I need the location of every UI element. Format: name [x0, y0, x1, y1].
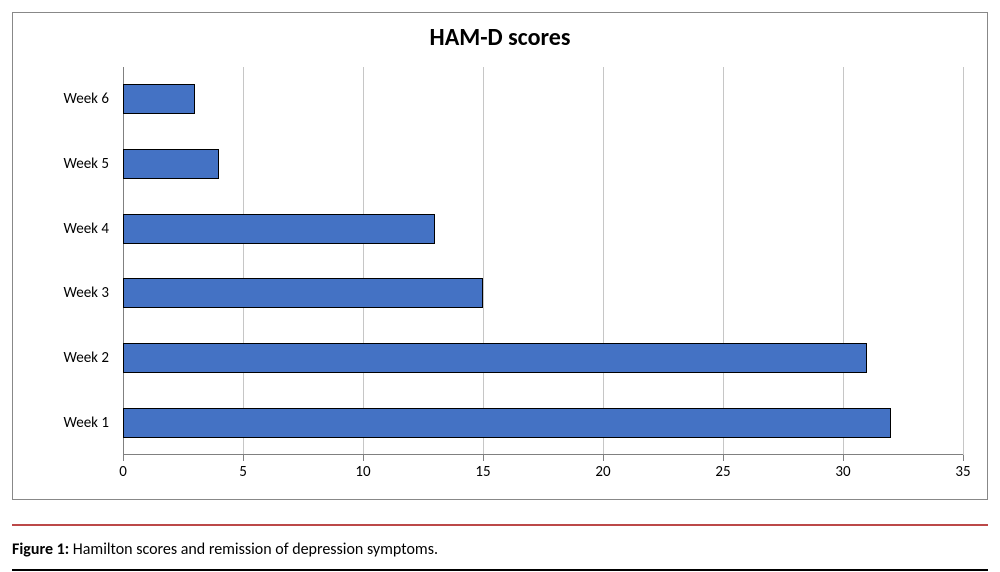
grid-line: [843, 67, 844, 455]
bar: [123, 149, 219, 179]
x-tick-label: 25: [715, 463, 730, 481]
grid-line: [963, 67, 964, 455]
caption-rule-bottom: [12, 569, 988, 571]
bar: [123, 214, 435, 244]
x-tick: [363, 455, 364, 461]
figure-caption-block: Figure 1: Hamilton scores and remission …: [12, 524, 988, 571]
y-category-label: Week 5: [63, 155, 109, 173]
x-tick-label: 5: [239, 463, 247, 481]
x-tick: [723, 455, 724, 461]
plot-area: 05101520253035Week 6Week 5Week 4Week 3We…: [123, 67, 963, 455]
grid-line: [243, 67, 244, 455]
figure-caption: Figure 1: Hamilton scores and remission …: [12, 540, 988, 559]
grid-line: [483, 67, 484, 455]
x-axis-line: [123, 454, 963, 455]
y-category-label: Week 4: [63, 220, 109, 238]
x-tick: [243, 455, 244, 461]
x-tick-label: 35: [955, 463, 970, 481]
bar: [123, 343, 867, 373]
x-tick-label: 15: [475, 463, 490, 481]
x-tick-label: 0: [119, 463, 127, 481]
y-category-label: Week 3: [63, 284, 109, 302]
y-category-label: Week 6: [63, 90, 109, 108]
y-category-label: Week 1: [63, 414, 109, 432]
figure-caption-text: Hamilton scores and remission of depress…: [69, 540, 438, 559]
bar: [123, 278, 483, 308]
bar: [123, 84, 195, 114]
y-axis-line: [123, 67, 124, 455]
caption-rule-top: [12, 524, 988, 526]
x-tick: [483, 455, 484, 461]
x-tick-label: 10: [355, 463, 370, 481]
x-tick: [963, 455, 964, 461]
x-tick-label: 30: [835, 463, 850, 481]
x-tick: [123, 455, 124, 461]
grid-line: [723, 67, 724, 455]
x-tick-label: 20: [595, 463, 610, 481]
grid-line: [363, 67, 364, 455]
x-tick: [843, 455, 844, 461]
bar: [123, 408, 891, 438]
y-category-label: Week 2: [63, 349, 109, 367]
chart-frame: HAM-D scores 05101520253035Week 6Week 5W…: [12, 12, 988, 500]
chart-title: HAM-D scores: [13, 23, 987, 52]
figure-caption-label: Figure 1:: [12, 540, 69, 559]
grid-line: [603, 67, 604, 455]
x-tick: [603, 455, 604, 461]
